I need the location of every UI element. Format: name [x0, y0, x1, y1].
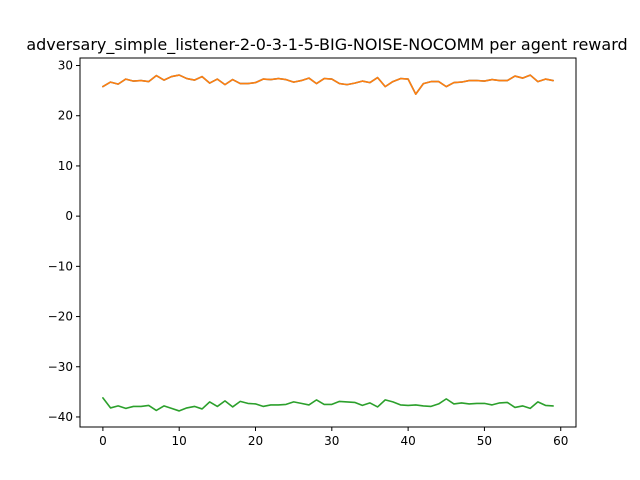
x-tick-label: 40 [400, 434, 415, 448]
y-tick-label: 0 [65, 209, 73, 223]
y-tick-label: −30 [48, 360, 73, 374]
y-tick-label: −20 [48, 310, 73, 324]
series-line-2 [102, 74, 554, 95]
y-tick-label: −10 [48, 259, 73, 273]
series-layer [102, 74, 554, 412]
series-line-3 [102, 397, 554, 412]
chart-title: adversary_simple_listener-2-0-3-1-5-BIG-… [26, 35, 627, 55]
y-tick-label: 10 [58, 159, 73, 173]
x-tick-label: 50 [477, 434, 492, 448]
axes-layer: 0 10 20 30 40 50 60 −40 −30 −20 −10 0 10 20 30 [48, 57, 577, 448]
x-tick-label: 10 [172, 434, 187, 448]
y-tick-label: 20 [58, 109, 73, 123]
x-tick-label: 60 [553, 434, 568, 448]
y-tick-label: 30 [58, 59, 73, 73]
plot-frame [79, 57, 577, 428]
x-tick-label: 20 [248, 434, 263, 448]
x-tick-label: 30 [324, 434, 339, 448]
y-tick-label: −40 [48, 410, 73, 424]
x-tick-label: 0 [99, 434, 107, 448]
